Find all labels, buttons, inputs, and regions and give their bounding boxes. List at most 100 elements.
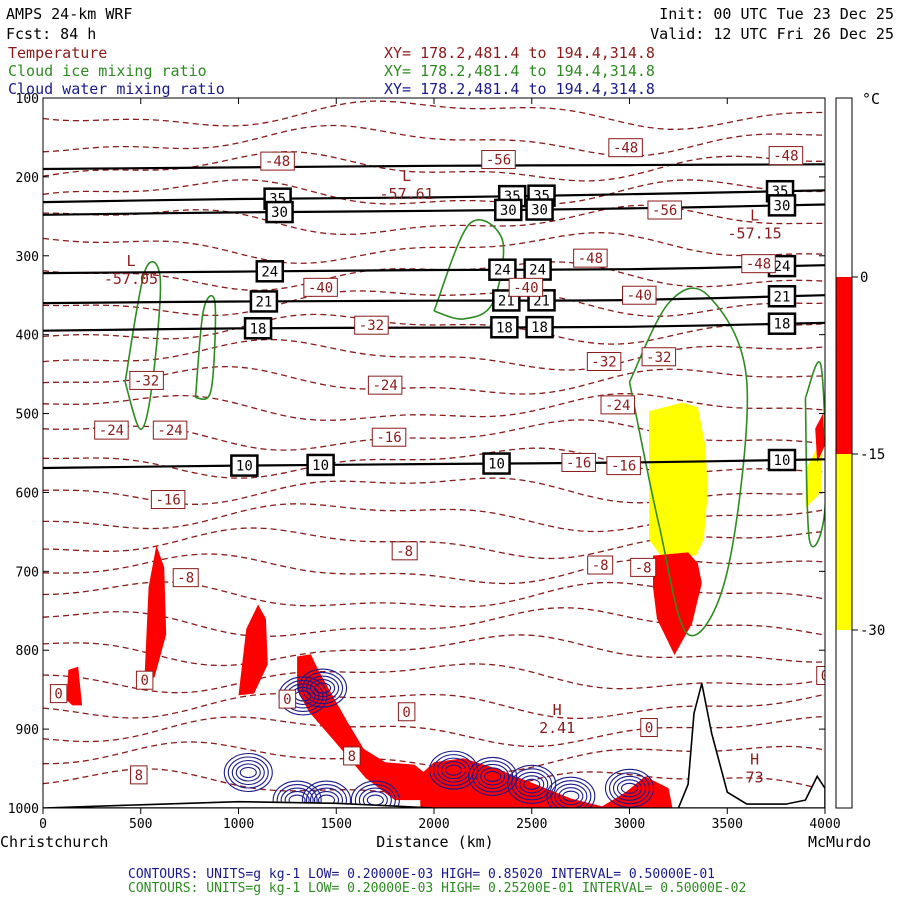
colorbar-outline <box>835 97 853 809</box>
isentrope-label-box <box>243 317 273 340</box>
temperature-label: -8 <box>177 571 194 587</box>
temperature-contour <box>43 393 825 421</box>
isentrope-label-box <box>767 448 797 472</box>
x-tick-label: 3000 <box>614 817 645 832</box>
isentrope-30 <box>43 203 825 216</box>
cloud-water-contour <box>227 756 269 789</box>
field-ice-xy: XY= 178.2,481.4 to 194.4,314.8 <box>384 62 655 80</box>
temperature-label-box <box>343 746 361 766</box>
isentrope-label-box <box>494 198 523 222</box>
cloud-water-contour <box>440 761 467 780</box>
isentrope-label: 21 <box>774 289 791 305</box>
isentrope-label-box <box>525 198 554 221</box>
colorbar-band <box>836 454 852 630</box>
temperature-label: -16 <box>566 455 591 471</box>
cloud-water-contour <box>550 780 592 808</box>
isentrope-label: 18 <box>774 317 791 333</box>
isentrope-label: 10 <box>312 458 329 474</box>
isentrope-label-box <box>525 315 554 339</box>
isentrope-label: 10 <box>236 459 253 475</box>
isentrope-label: 30 <box>500 203 517 219</box>
field-water-name: Cloud water mixing ratio <box>8 80 225 98</box>
temperature-label: -48 <box>746 257 771 273</box>
cloud-water-contour <box>284 791 310 808</box>
right-endpoint-label: McMurdo <box>808 833 871 851</box>
temperature-label: -48 <box>773 149 798 165</box>
cloud-water-contour <box>484 770 502 782</box>
isentrope-label: 10 <box>774 453 791 469</box>
temperature-label: -32 <box>359 318 384 334</box>
isentrope-label: 21 <box>533 293 550 309</box>
temperature-label: -40 <box>308 280 333 296</box>
cloud-ice-contour <box>124 260 162 431</box>
cloud-water-contour <box>314 682 332 694</box>
temperature-contour <box>43 553 825 585</box>
extremum-letter: H <box>553 701 562 719</box>
cloud-water-contour <box>428 750 479 790</box>
cloud-water-contour <box>507 764 557 804</box>
temperature-label: 0 <box>645 721 653 737</box>
temperature-label-box <box>49 684 68 704</box>
isentrope-label-box <box>767 285 797 308</box>
isentrope-label: 10 <box>488 457 505 473</box>
cloud-water-contour <box>554 783 588 808</box>
y-tick-label: 800 <box>16 644 39 659</box>
temperature-fill-region <box>66 666 83 706</box>
cloud-water-contour <box>272 780 322 808</box>
temperature-label: -48 <box>613 141 638 157</box>
temperature-label: -48 <box>265 154 290 170</box>
temperature-label: -32 <box>646 350 671 366</box>
temperature-label-box <box>371 427 407 447</box>
forecast-hour: Fcst: 84 h <box>6 25 96 43</box>
isentrope-label-box <box>767 194 797 217</box>
valid-time: Valid: 12 UTC Fri 26 Dec 25 <box>650 25 894 43</box>
y-tick-label: 200 <box>16 171 39 186</box>
cloud-water-contour <box>313 791 340 808</box>
cloud-water-contour <box>350 780 400 808</box>
temperature-contour <box>43 715 825 748</box>
x-axis: 0 500 1000 1500 2000 2500 3000 3500 4000 <box>39 98 841 832</box>
temperature-contour <box>43 527 825 560</box>
temperature-fill-region <box>238 604 268 696</box>
cloud-water-contour <box>519 775 545 794</box>
temperature-label: -32 <box>134 373 159 389</box>
temperature-contour <box>43 204 825 236</box>
cloud-water-contour <box>620 782 639 794</box>
y-tick-label: 600 <box>16 486 39 501</box>
temperature-contour <box>43 179 825 205</box>
cloud-water-contour <box>562 790 580 802</box>
x-axis-label: Distance (km) <box>376 833 493 851</box>
temperature-contour <box>43 447 825 479</box>
extremum-letter: L <box>402 167 411 185</box>
footer-water-contours: CONTOURS: UNITS=g kg-1 LOW= 0.20000E-03 … <box>128 867 715 882</box>
colorbar-tick-label: -30 <box>860 623 885 639</box>
isentrope-24 <box>43 264 825 275</box>
y-tick-label: 1000 <box>8 802 39 817</box>
temperature-label: -56 <box>652 203 677 219</box>
y-tick-label: 500 <box>16 408 39 423</box>
temperature-label: -24 <box>157 423 182 439</box>
isentrope-label-box <box>265 200 294 224</box>
temperature-label-box <box>130 765 148 785</box>
temperature-label: -40 <box>513 280 538 296</box>
temperature-fill-region <box>653 552 702 655</box>
field-temperature-xy: XY= 178.2,481.4 to 194.4,314.8 <box>384 44 655 62</box>
cloud-ice-contour <box>194 294 217 401</box>
cloud-water-contour <box>546 776 596 808</box>
temperature-label: -8 <box>396 544 413 560</box>
temperature-label-box <box>647 200 682 220</box>
cloud-water-contour <box>280 787 314 808</box>
temperature-label-box <box>278 689 297 709</box>
field-temperature-name: Temperature <box>8 44 107 62</box>
temperature-label: 8 <box>135 768 143 784</box>
y-tick-label: 700 <box>16 565 39 580</box>
temperature-label: -16 <box>376 430 401 446</box>
x-tick-label: 0 <box>39 817 47 832</box>
temperature-label: -16 <box>611 459 636 475</box>
isentrope-label-box <box>249 290 279 313</box>
cloud-water-contour <box>235 763 261 782</box>
temperature-label: -8 <box>592 558 609 574</box>
temperature-contour <box>43 338 825 371</box>
temperature-label: -24 <box>372 378 397 394</box>
